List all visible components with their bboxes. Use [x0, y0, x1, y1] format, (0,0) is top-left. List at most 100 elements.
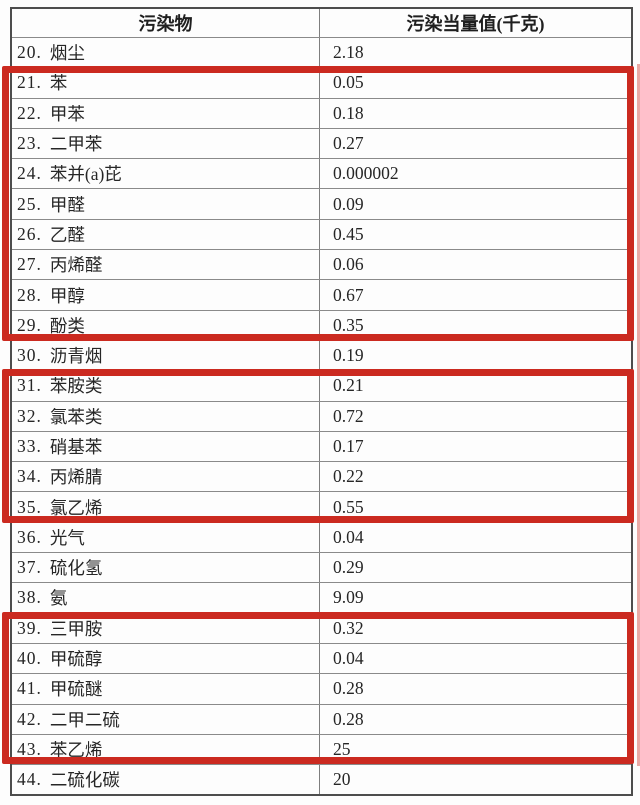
table-row: 42. 二甲二硫 0.28 [12, 703, 631, 734]
pollutant-cell: 31. 苯胺类 [12, 371, 320, 401]
row-number: 43. [17, 738, 42, 759]
pollutant-cell: 41. 甲硫醚 [12, 674, 320, 704]
pollutant-cell: 28. 甲醇 [12, 280, 320, 310]
header-equivalent-value: 污染当量值(千克) [406, 14, 545, 34]
table-row: 20. 烟尘 2.18 [12, 37, 631, 68]
pollutant-cell: 43. 苯乙烯 [12, 734, 320, 765]
table-row: 30. 沥青烟 0.19 [12, 339, 631, 371]
row-number: 38. [17, 587, 42, 608]
table-row: 21. 苯 0.05 [12, 67, 631, 98]
value-cell: 20 [333, 769, 351, 790]
table-row: 31. 苯胺类 0.21 [12, 370, 631, 401]
pollutant-cell: 24. 苯并(a)芘 [12, 159, 320, 189]
row-number: 24. [17, 163, 42, 184]
row-number: 32. [17, 405, 42, 426]
table-row: 27. 丙烯醛 0.06 [12, 249, 631, 280]
row-number: 27. [17, 254, 42, 275]
table-row: 28. 甲醇 0.67 [12, 279, 631, 310]
row-number: 33. [17, 436, 42, 456]
row-number: 23. [17, 133, 42, 154]
pollutant-cell: 38. 氨 [12, 583, 320, 613]
value-cell: 0.21 [333, 375, 364, 396]
table-header-row: 污染物 污染当量值(千克) [12, 9, 631, 37]
table-row: 35. 氯乙烯 0.55 [12, 491, 631, 522]
pollutant-cell: 26. 乙醛 [12, 219, 320, 250]
pollutant-name: 沥青烟 [49, 346, 103, 367]
value-cell: 0.45 [333, 223, 364, 244]
pollutant-cell: 36. 光气 [12, 522, 320, 553]
pollutant-cell: 29. 酚类 [12, 310, 320, 340]
value-cell: 0.09 [333, 193, 364, 214]
table-row: 38. 氨 9.09 [12, 582, 631, 613]
row-number: 35. [17, 496, 42, 517]
value-cell: 0.72 [333, 405, 364, 426]
row-number: 40. [17, 648, 42, 669]
value-cell: 0.32 [333, 617, 364, 638]
pollutant-cell: 22. 甲苯 [12, 98, 320, 128]
table-row: 34. 丙烯腈 0.22 [12, 461, 631, 492]
value-cell: 2.18 [333, 42, 364, 63]
pollutant-cell: 33. 硝基苯 [12, 431, 320, 462]
pollutant-name: 甲苯 [49, 103, 85, 124]
pollutant-name: 烟尘 [49, 43, 85, 64]
row-number: 37. [17, 557, 42, 578]
row-number: 41. [17, 678, 42, 699]
table-row: 41. 甲硫醚 0.28 [12, 673, 631, 704]
table-row: 40. 甲硫醇 0.04 [12, 642, 631, 674]
value-cell: 0.04 [333, 648, 364, 669]
row-number: 25. [17, 193, 42, 214]
pollutant-name: 三甲胺 [49, 618, 103, 639]
pollutant-name: 二甲苯 [49, 134, 103, 155]
pollutant-name: 丙烯醛 [49, 255, 103, 276]
pollutant-equivalent-table: 污染物 污染当量值(千克) 20. 烟尘 2.18 21. 苯 0.05 22. 甲苯… [10, 7, 633, 797]
pollutant-cell: 27. 丙烯醛 [12, 250, 320, 280]
table-row: 36. 光气 0.04 [12, 521, 631, 553]
pollutant-name: 硝基苯 [49, 437, 103, 457]
value-cell: 0.22 [333, 466, 364, 487]
table-row: 37. 硫化氢 0.29 [12, 552, 631, 583]
table-row: 23. 二甲苯 0.27 [12, 127, 631, 159]
pollutant-name: 甲醛 [49, 194, 85, 215]
pollutant-cell: 20. 烟尘 [12, 38, 320, 68]
row-number: 31. [17, 375, 42, 396]
pollutant-cell: 35. 氯乙烯 [12, 492, 320, 522]
pollutant-name: 硫化氢 [49, 558, 103, 579]
pollutant-cell: 42. 二甲二硫 [12, 704, 320, 734]
row-number: 42. [17, 708, 42, 729]
pollutant-name: 苯乙烯 [49, 739, 103, 760]
pollutant-cell: 37. 硫化氢 [12, 553, 320, 583]
pollutant-name: 苯并(a)芘 [49, 164, 122, 185]
value-cell: 0.18 [333, 102, 364, 123]
pollutant-name: 二甲二硫 [49, 709, 120, 730]
pollutant-cell: 25. 甲醛 [12, 189, 320, 219]
pollutant-cell: 32. 氯苯类 [12, 401, 320, 431]
pollutant-name: 甲硫醇 [49, 649, 103, 670]
value-cell: 0.35 [333, 314, 364, 335]
header-pollutant: 污染物 [12, 9, 320, 37]
value-cell: 0.17 [333, 436, 364, 456]
value-cell: 0.27 [333, 133, 364, 154]
row-number: 29. [17, 314, 42, 335]
row-number: 36. [17, 526, 42, 547]
row-number: 26. [17, 223, 42, 244]
value-cell: 0.29 [333, 557, 364, 578]
pollutant-cell: 30. 沥青烟 [12, 340, 320, 371]
row-number: 20. [17, 42, 42, 63]
pollutant-name: 甲硫醚 [49, 679, 103, 700]
value-cell: 0.06 [333, 254, 364, 275]
table-row: 22. 甲苯 0.18 [12, 97, 631, 128]
row-number: 39. [17, 617, 42, 638]
value-cell: 0.67 [333, 284, 364, 305]
pollutant-cell: 39. 三甲胺 [12, 613, 320, 643]
row-number: 22. [17, 102, 42, 123]
pollutant-name: 酚类 [49, 315, 85, 336]
value-cell: 25 [333, 738, 351, 759]
value-cell: 0.04 [333, 526, 364, 547]
value-cell: 0.05 [333, 72, 364, 93]
table-row: 43. 苯乙烯 25 [12, 733, 631, 765]
table-row: 25. 甲醛 0.09 [12, 188, 631, 219]
pollutant-cell: 23. 二甲苯 [12, 128, 320, 159]
pollutant-cell: 44. 二硫化碳 [12, 765, 320, 795]
table-row: 29. 酚类 0.35 [12, 309, 631, 340]
pollutant-cell: 40. 甲硫醇 [12, 643, 320, 674]
